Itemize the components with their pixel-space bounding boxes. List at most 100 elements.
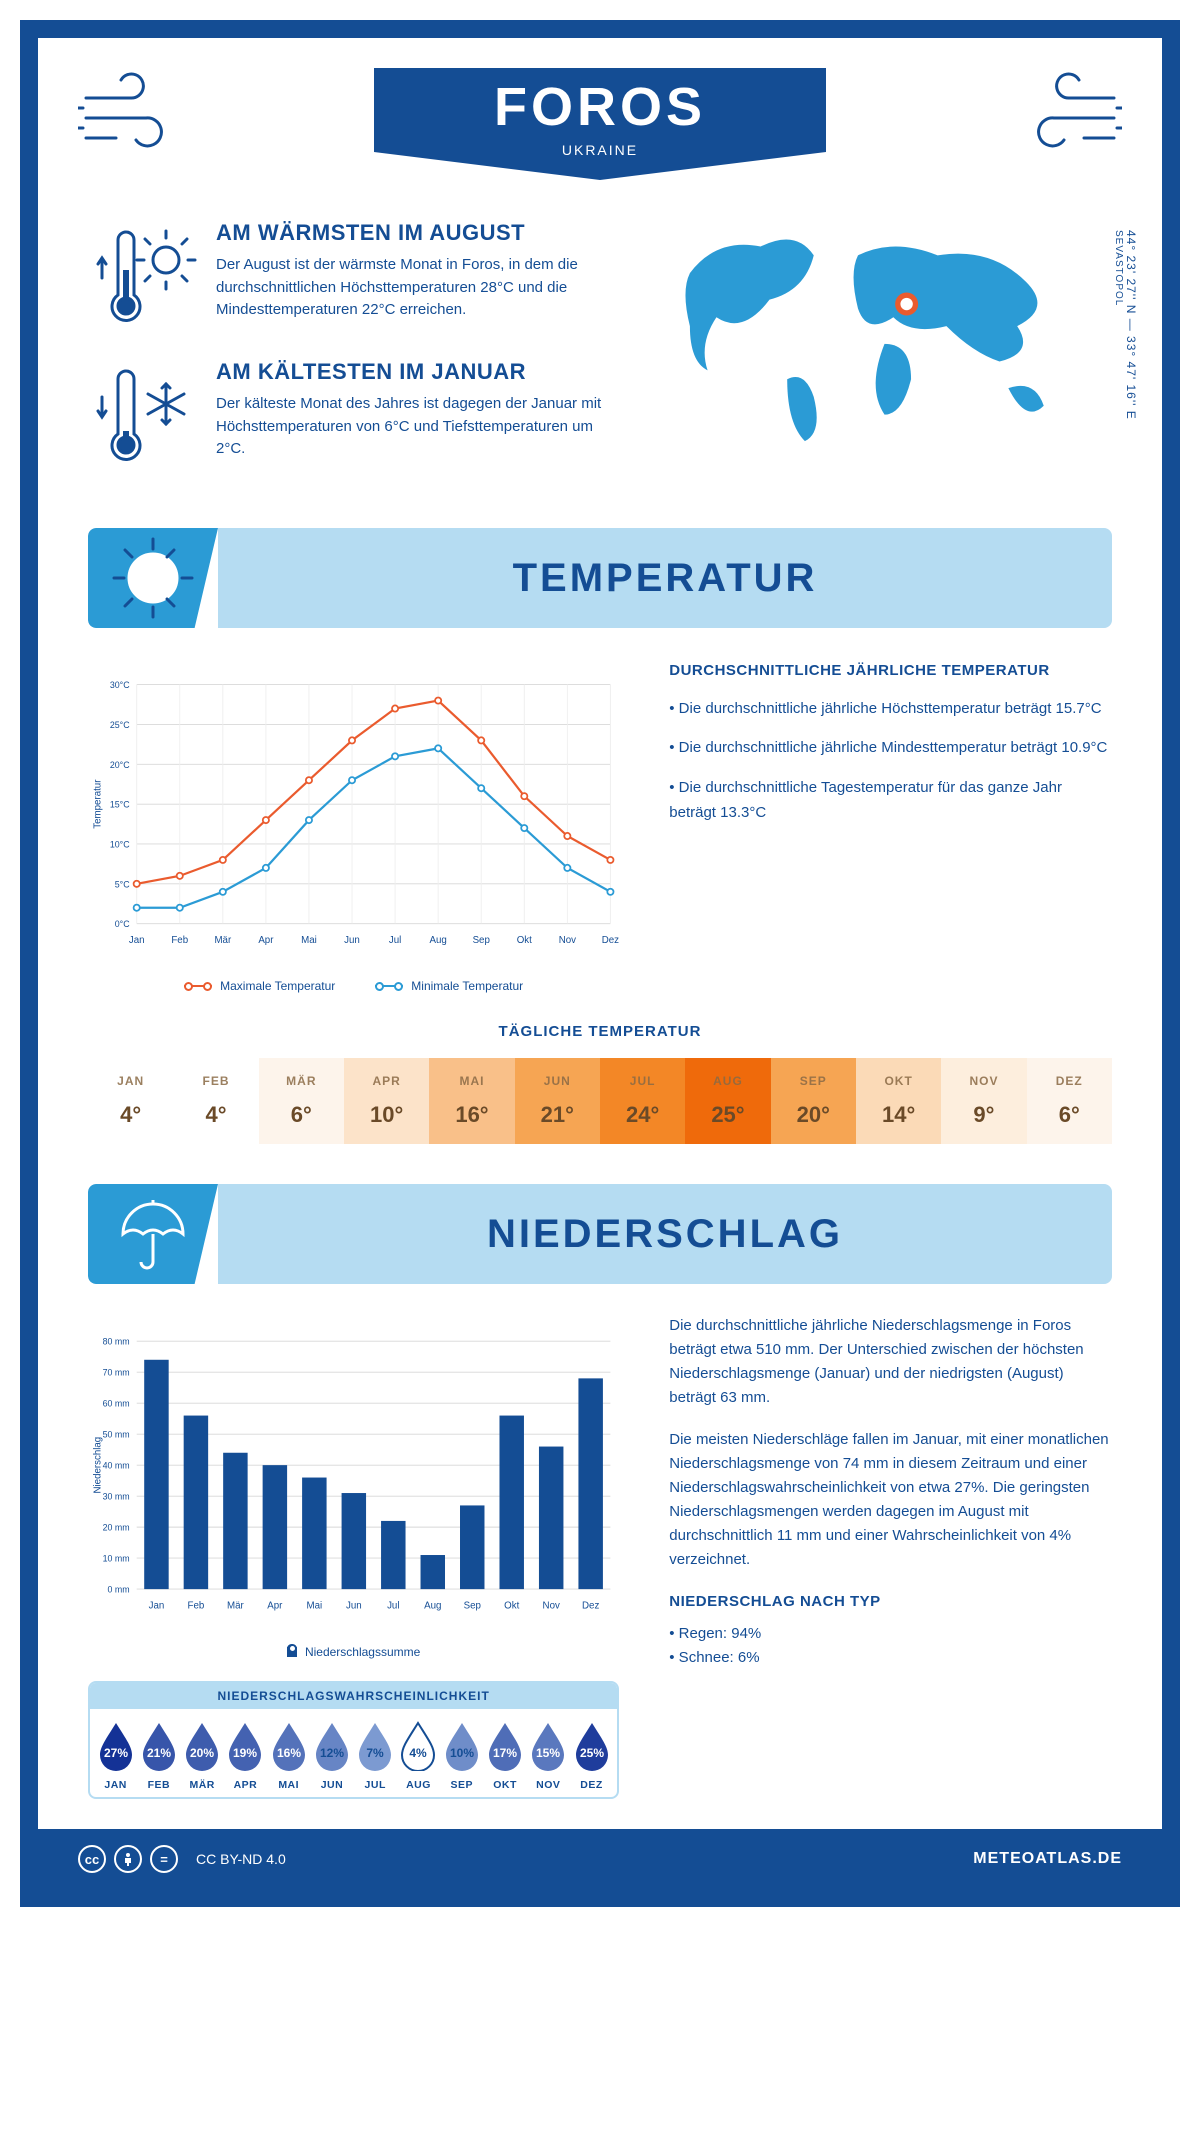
license-text: CC BY-ND 4.0 [196,1851,286,1867]
svg-text:19%: 19% [233,1746,257,1760]
svg-text:Mär: Mär [214,935,232,946]
probability-drop: 27%JAN [94,1719,137,1791]
svg-text:25%: 25% [580,1746,604,1760]
svg-text:15°C: 15°C [110,800,130,810]
wind-icon [1012,68,1122,158]
region-label: SEVASTOPOL [1113,230,1124,306]
svg-text:Sep: Sep [473,935,490,946]
city-title: FOROS [494,76,706,138]
temp-bullet: • Die durchschnittliche Tagestemperatur … [669,775,1112,826]
coldest-text: Der kälteste Monat des Jahres ist dagege… [216,393,609,461]
probability-drop: 12%JUN [310,1719,353,1791]
precipitation-text: Die durchschnittliche jährliche Niedersc… [669,1314,1112,1799]
svg-text:60 mm: 60 mm [103,1399,130,1409]
svg-text:0°C: 0°C [115,919,130,929]
warmest-title: AM WÄRMSTEN IM AUGUST [216,220,609,246]
svg-text:10°C: 10°C [110,840,130,850]
temperature-chart: 0°C5°C10°C15°C20°C25°C30°CJanFebMärAprMa… [88,658,619,993]
precipitation-probability-box: NIEDERSCHLAGSWAHRSCHEINLICHKEIT 27%JAN21… [88,1681,619,1799]
svg-text:15%: 15% [536,1746,560,1760]
prob-title: NIEDERSCHLAGSWAHRSCHEINLICHKEIT [90,1683,617,1709]
precip-type-heading: NIEDERSCHLAG NACH TYP [669,1590,1112,1614]
svg-text:5°C: 5°C [115,879,130,889]
temp-text-heading: DURCHSCHNITTLICHE JÄHRLICHE TEMPERATUR [669,658,1112,684]
temperature-text: DURCHSCHNITTLICHE JÄHRLICHE TEMPERATUR •… [669,658,1112,993]
svg-text:7%: 7% [367,1746,385,1760]
svg-text:Mär: Mär [227,1601,245,1612]
svg-text:10%: 10% [450,1746,474,1760]
svg-text:17%: 17% [493,1746,517,1760]
svg-text:30 mm: 30 mm [103,1492,130,1502]
svg-text:16%: 16% [277,1746,301,1760]
probability-drop: 20%MÄR [181,1719,224,1791]
daily-temp-cell: JAN4° [88,1058,173,1144]
svg-text:Mai: Mai [307,1601,323,1612]
sun-icon [108,533,198,623]
daily-temp-cell: OKT14° [856,1058,941,1144]
probability-drop: 4%AUG [397,1719,440,1791]
probability-drop: 7%JUL [354,1719,397,1791]
svg-text:Jan: Jan [129,935,145,946]
daily-temp-cell: SEP20° [771,1058,856,1144]
daily-temp-cell: MÄR6° [259,1058,344,1144]
thermometer-snow-icon [88,359,198,469]
temperature-section-bar: TEMPERATUR [88,528,1112,628]
footer: cc = CC BY-ND 4.0 METEOATLAS.DE [38,1829,1162,1889]
svg-text:Dez: Dez [602,935,619,946]
daily-temp-table: JAN4°FEB4°MÄR6°APR10°MAI16°JUN21°JUL24°A… [88,1058,1112,1144]
cc-icon: cc [78,1845,106,1873]
precip-type-bullet: • Regen: 94% [669,1622,1112,1646]
daily-temp-cell: APR10° [344,1058,429,1144]
temp-bullet: • Die durchschnittliche jährliche Höchst… [669,696,1112,722]
daily-temp-cell: MAI16° [429,1058,514,1144]
country-subtitle: UKRAINE [494,142,706,158]
svg-text:80 mm: 80 mm [103,1337,130,1347]
wind-icon [78,68,188,158]
svg-text:70 mm: 70 mm [103,1368,130,1378]
precip-paragraph: Die meisten Niederschläge fallen im Janu… [669,1428,1112,1572]
probability-drop: 19%APR [224,1719,267,1791]
cc-by-icon [114,1845,142,1873]
svg-text:Jun: Jun [346,1601,362,1612]
probability-drop: 21%FEB [137,1719,180,1791]
title-banner: FOROS UKRAINE [374,68,826,180]
svg-text:20°C: 20°C [110,760,130,770]
temperature-legend: Maximale Temperatur Minimale Temperatur [88,979,619,993]
thermometer-sun-icon [88,220,198,330]
svg-text:40 mm: 40 mm [103,1461,130,1471]
temperature-title: TEMPERATUR [513,556,818,601]
svg-text:Apr: Apr [258,935,274,946]
probability-drop: 10%SEP [440,1719,483,1791]
svg-text:Jul: Jul [387,1601,399,1612]
daily-temp-cell: AUG25° [685,1058,770,1144]
probability-drop: 25%DEZ [570,1719,613,1791]
precipitation-legend: Niederschlagssumme [88,1645,619,1659]
svg-text:21%: 21% [147,1746,171,1760]
svg-text:Feb: Feb [171,935,188,946]
coldest-title: AM KÄLTESTEN IM JANUAR [216,359,609,385]
svg-text:Temperatur: Temperatur [92,779,103,829]
svg-text:Sep: Sep [464,1601,481,1612]
svg-text:50 mm: 50 mm [103,1430,130,1440]
svg-text:Jul: Jul [389,935,401,946]
summary-row: AM WÄRMSTEN IM AUGUST Der August ist der… [88,220,1112,498]
precip-paragraph: Die durchschnittliche jährliche Niedersc… [669,1314,1112,1410]
world-map-icon [639,220,1112,450]
svg-text:Niederschlag: Niederschlag [92,1437,103,1494]
svg-text:Jan: Jan [149,1601,165,1612]
svg-text:0 mm: 0 mm [108,1585,130,1595]
warmest-block: AM WÄRMSTEN IM AUGUST Der August ist der… [88,220,609,335]
svg-text:10 mm: 10 mm [103,1554,130,1564]
svg-text:4%: 4% [410,1746,428,1760]
svg-text:Feb: Feb [188,1601,205,1612]
probability-drop: 17%OKT [483,1719,526,1791]
svg-text:Okt: Okt [517,935,532,946]
coordinates-label: 44° 23' 27'' N — 33° 47' 16'' E [1124,230,1138,420]
svg-text:20%: 20% [190,1746,214,1760]
probability-drop: 15%NOV [527,1719,570,1791]
cc-nd-icon: = [150,1845,178,1873]
precip-type-bullet: • Schnee: 6% [669,1646,1112,1670]
precipitation-section-bar: NIEDERSCHLAG [88,1184,1112,1284]
coldest-block: AM KÄLTESTEN IM JANUAR Der kälteste Mona… [88,359,609,474]
svg-text:Okt: Okt [504,1601,519,1612]
